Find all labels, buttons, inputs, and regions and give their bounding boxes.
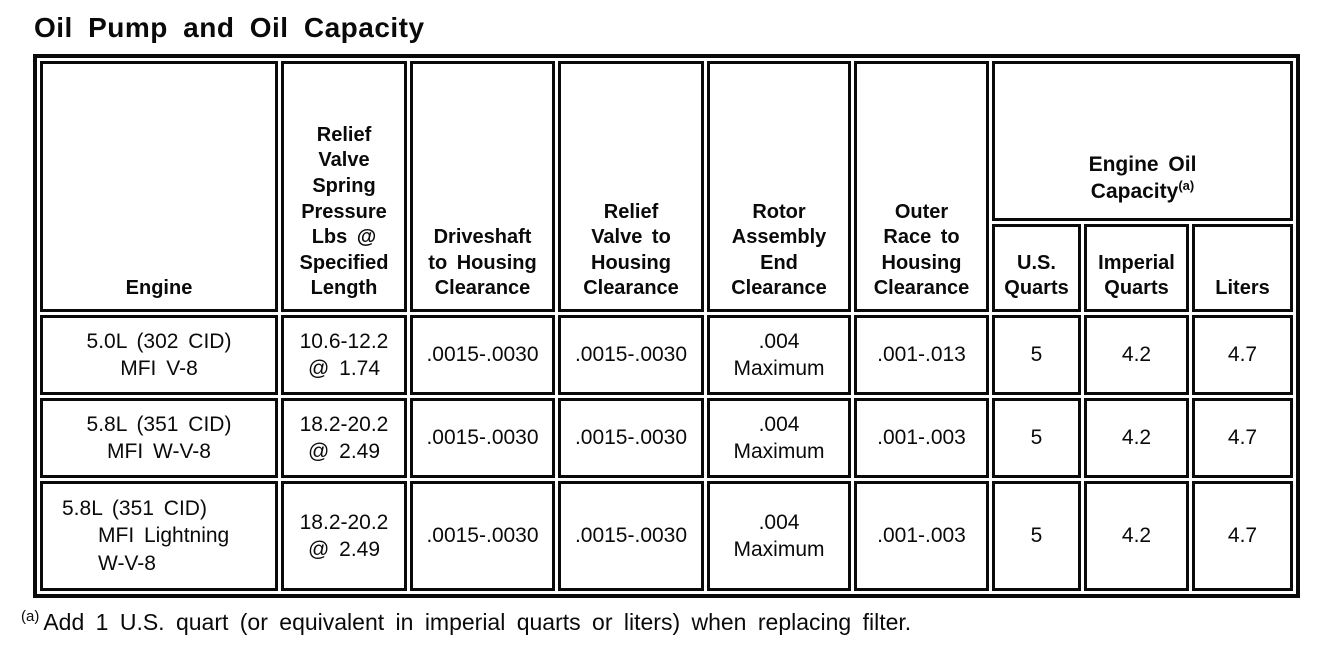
header-imperial-quarts: Imperial Quarts <box>1084 224 1189 312</box>
rotor-assembly-end-cell: .004 Maximum <box>707 315 851 395</box>
outer-race-to-housing-cell: .001-.013 <box>854 315 989 395</box>
us-quarts-cell: 5 <box>992 481 1081 591</box>
liters-cell: 4.7 <box>1192 481 1294 591</box>
relief-valve-to-housing-cell: .0015-.0030 <box>558 481 704 591</box>
footnote: (a) Add 1 U.S. quart (or equivalent in im… <box>21 609 1296 636</box>
imperial-quarts-cell: 4.2 <box>1084 398 1189 478</box>
header-relief-valve-spring-pressure: Relief Valve Spring Pressure Lbs @ Speci… <box>281 61 407 312</box>
relief-valve-spring-pressure-cell: 18.2-20.2 @ 2.49 <box>281 398 407 478</box>
relief-valve-spring-pressure-cell: 18.2-20.2 @ 2.49 <box>281 481 407 591</box>
table-header: Engine Relief Valve Spring Pressure Lbs … <box>40 61 1294 312</box>
liters-cell: 4.7 <box>1192 398 1294 478</box>
driveshaft-to-housing-cell: .0015-.0030 <box>410 481 555 591</box>
header-row-main: Engine Relief Valve Spring Pressure Lbs … <box>40 61 1294 312</box>
engine-oil-capacity-label: Engine Oil Capacity <box>1088 153 1197 204</box>
outer-race-to-housing-cell: .001-.003 <box>854 398 989 478</box>
capacity-footnote-marker: (a) <box>1178 178 1195 194</box>
table-row: 5.0L (302 CID) MFI V-8 10.6-12.2 @ 1.74 … <box>40 315 1294 395</box>
us-quarts-cell: 5 <box>992 315 1081 395</box>
oil-pump-capacity-table: Engine Relief Valve Spring Pressure Lbs … <box>33 54 1301 598</box>
footnote-text: Add 1 U.S. quart (or equivalent in imper… <box>43 609 912 635</box>
header-relief-valve-to-housing-clearance: Relief Valve to Housing Clearance <box>558 61 704 312</box>
header-row-capacity-units: U.S. Quarts Imperial Quarts Liters <box>40 224 1294 312</box>
engine-cell: 5.0L (302 CID) MFI V-8 <box>40 315 278 395</box>
header-outer-race-to-housing-clearance: Outer Race to Housing Clearance <box>854 61 989 312</box>
header-us-quarts: U.S. Quarts <box>992 224 1081 312</box>
engine-cell: 5.8L (351 CID) MFI Lightning W-V-8 <box>40 481 278 591</box>
table-row: 5.8L (351 CID) MFI W-V-8 18.2-20.2 @ 2.4… <box>40 398 1294 478</box>
outer-race-to-housing-cell: .001-.003 <box>854 481 989 591</box>
table-body: 5.0L (302 CID) MFI V-8 10.6-12.2 @ 1.74 … <box>40 315 1294 591</box>
driveshaft-to-housing-cell: .0015-.0030 <box>410 315 555 395</box>
us-quarts-cell: 5 <box>992 398 1081 478</box>
table-row: 5.8L (351 CID) MFI Lightning W-V-8 18.2-… <box>40 481 1294 591</box>
rotor-assembly-end-cell: .004 Maximum <box>707 398 851 478</box>
page-title: Oil Pump and Oil Capacity <box>34 12 425 43</box>
liters-cell: 4.7 <box>1192 315 1294 395</box>
header-rotor-assembly-end-clearance: Rotor Assembly End Clearance <box>707 61 851 312</box>
driveshaft-to-housing-cell: .0015-.0030 <box>410 398 555 478</box>
header-engine: Engine <box>40 61 278 312</box>
rotor-assembly-end-cell: .004 Maximum <box>707 481 851 591</box>
header-liters: Liters <box>1192 224 1294 312</box>
relief-valve-to-housing-cell: .0015-.0030 <box>558 315 704 395</box>
imperial-quarts-cell: 4.2 <box>1084 315 1189 395</box>
relief-valve-spring-pressure-cell: 10.6-12.2 @ 1.74 <box>281 315 407 395</box>
footnote-marker: (a) <box>21 608 40 626</box>
engine-cell: 5.8L (351 CID) MFI W-V-8 <box>40 398 278 478</box>
header-driveshaft-to-housing-clearance: Driveshaft to Housing Clearance <box>410 61 555 312</box>
header-engine-oil-capacity: Engine Oil Capacity(a) <box>992 61 1294 221</box>
relief-valve-to-housing-cell: .0015-.0030 <box>558 398 704 478</box>
imperial-quarts-cell: 4.2 <box>1084 481 1189 591</box>
